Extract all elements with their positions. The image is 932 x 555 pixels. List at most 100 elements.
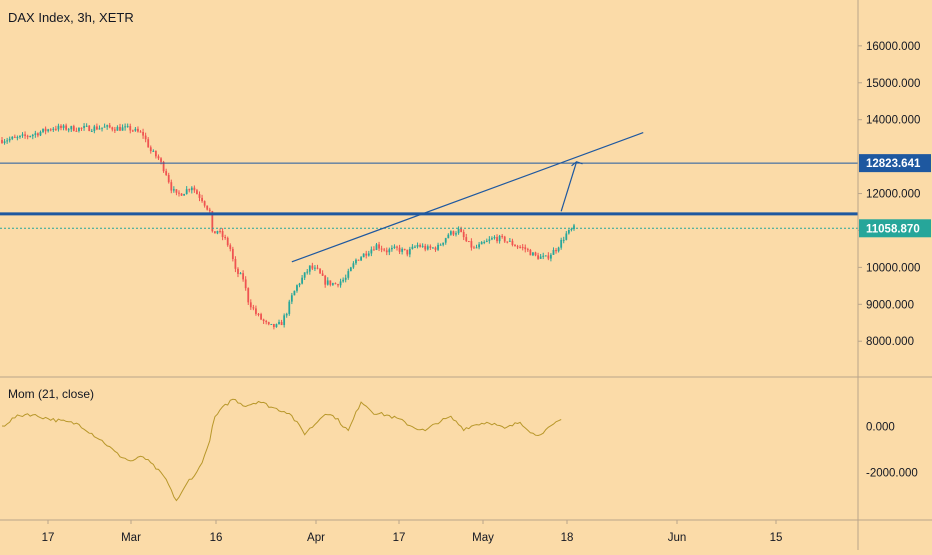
candle-body — [460, 228, 463, 232]
price-tick-label: 9000.000 — [866, 299, 914, 311]
candle-body — [388, 249, 391, 253]
candle-body — [429, 246, 432, 248]
candle-body — [237, 268, 239, 274]
candle-body — [519, 246, 522, 248]
candle-body — [21, 134, 24, 136]
candle-body — [285, 313, 288, 316]
candle-body — [13, 136, 16, 138]
candle-body — [329, 280, 332, 285]
price-label-text: 11058.870 — [866, 223, 920, 235]
candle-body — [406, 249, 409, 255]
candle-body — [314, 267, 316, 269]
candle-body — [467, 241, 470, 243]
candle-body — [344, 277, 347, 280]
candle-body — [211, 211, 214, 232]
candle-body — [103, 126, 106, 128]
candle-body — [508, 240, 511, 242]
candle-body — [480, 242, 483, 245]
candle-body — [380, 248, 383, 250]
candle-body — [383, 249, 386, 251]
candle-body — [262, 319, 265, 322]
candle-body — [119, 126, 121, 131]
candle-body — [1, 140, 3, 143]
candle-body — [203, 201, 206, 206]
candle-body — [6, 140, 9, 142]
candle-body — [337, 284, 339, 286]
candle-body — [414, 246, 416, 248]
price-label-box — [859, 154, 931, 173]
candle-body — [47, 129, 50, 132]
candle-body — [470, 241, 473, 248]
candle-body — [475, 247, 478, 249]
candle-body — [501, 235, 504, 237]
candle-body — [72, 126, 75, 131]
candle-body — [142, 132, 144, 136]
candle-body — [201, 197, 203, 202]
candle-body — [183, 194, 186, 196]
candle-body — [260, 314, 262, 320]
candle-body — [439, 244, 442, 246]
candle-body — [473, 247, 475, 249]
candle-body — [347, 271, 350, 278]
candle-body — [62, 125, 65, 128]
candle-body — [465, 237, 468, 242]
candle-body — [437, 244, 439, 250]
candle-body — [506, 241, 509, 243]
candle-body — [26, 135, 29, 137]
candle-body — [298, 283, 301, 286]
candle-body — [90, 130, 93, 132]
candle-body — [165, 171, 168, 175]
candle-body — [42, 128, 44, 132]
candle-body — [491, 238, 493, 240]
candle-body — [213, 231, 216, 234]
candle-body — [362, 253, 365, 258]
candle-body — [503, 236, 506, 242]
candle-body — [144, 135, 147, 140]
candle-body — [516, 246, 519, 248]
candle-body — [8, 138, 11, 141]
candle-body — [288, 301, 291, 314]
candle-body — [121, 127, 124, 131]
candle-body — [198, 194, 201, 198]
candle-body — [129, 126, 132, 131]
time-tick-label: 17 — [42, 532, 55, 544]
candle-body — [257, 313, 260, 315]
candle-body — [34, 133, 37, 135]
candle-body — [190, 187, 193, 191]
candle-body — [37, 133, 39, 136]
candle-body — [570, 229, 573, 231]
candle-body — [134, 128, 137, 131]
candle-body — [555, 250, 557, 252]
candle-body — [301, 277, 304, 284]
candle-body — [242, 273, 245, 280]
candle-body — [306, 271, 309, 273]
candle-body — [126, 126, 129, 128]
candle-body — [550, 254, 552, 259]
candle-body — [16, 137, 19, 139]
time-tick-label: Jun — [668, 532, 687, 544]
candle-body — [426, 246, 429, 250]
candle-body — [311, 265, 314, 269]
candle-body — [178, 192, 180, 194]
candle-body — [216, 230, 219, 234]
candle-body — [296, 285, 298, 291]
candle-body — [139, 131, 142, 133]
candle-body — [193, 187, 196, 191]
candle-body — [529, 249, 532, 256]
candle-body — [275, 324, 278, 328]
candle-body — [552, 250, 555, 255]
candle-body — [3, 141, 6, 143]
candle-body — [560, 239, 563, 248]
candle-body — [514, 244, 516, 247]
candle-body — [385, 250, 388, 253]
candle-body — [231, 248, 234, 260]
candle-body — [542, 255, 545, 257]
candle-body — [80, 127, 83, 129]
candle-body — [124, 126, 127, 128]
candle-body — [339, 281, 342, 286]
candle-body — [196, 190, 198, 195]
candle-body — [44, 128, 47, 132]
candle-body — [239, 273, 242, 275]
candle-body — [449, 231, 452, 235]
